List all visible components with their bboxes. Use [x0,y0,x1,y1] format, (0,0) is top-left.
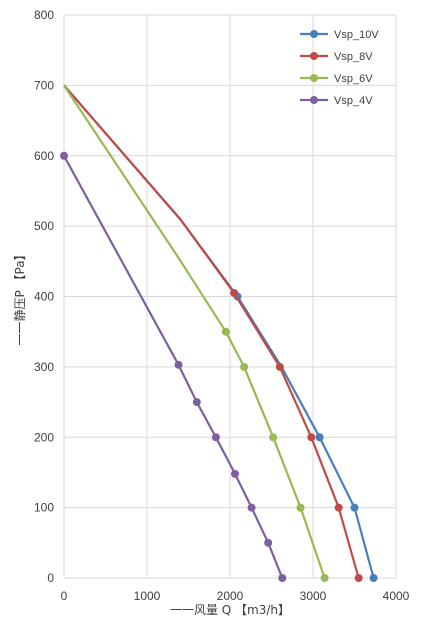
data-point [174,360,183,369]
data-point [192,398,201,407]
legend-label: Vsp_6V [334,73,373,85]
data-point [278,574,287,582]
series-vsp-8v [63,84,363,582]
legend-item: Vsp_10V [300,29,379,41]
y-tick-label: 500 [34,219,54,233]
x-tick-label: 4000 [383,589,410,603]
y-tick-label: 700 [34,78,54,92]
legend-item: Vsp_4V [300,95,373,107]
data-point [240,362,249,371]
y-axis-title: 一一静压P 【Pa】 [13,248,27,345]
y-axis-ticks: 0 100 200 300 400 500 600 700 800 [34,8,54,585]
legend-swatch-marker [310,96,318,104]
series-layer [60,84,378,582]
x-axis-title: 一一风量 Q 【m3/h】 [170,603,290,617]
y-tick-label: 400 [34,290,54,304]
series-line [63,155,284,579]
data-point [269,433,278,442]
data-point [369,574,378,582]
data-point [315,433,324,442]
x-tick-label: 3000 [300,589,327,603]
x-axis-ticks: 0 1000 2000 3000 4000 [61,589,410,603]
data-point [60,151,68,160]
data-point [211,433,220,442]
data-point [264,538,273,547]
data-point [334,503,343,512]
legend-label: Vsp_4V [334,95,373,107]
legend-item: Vsp_6V [300,73,373,85]
data-point [350,503,359,512]
y-tick-label: 300 [34,360,54,374]
series-vsp-4v [60,151,287,582]
x-tick-label: 1000 [134,589,161,603]
data-point [296,503,305,512]
legend-swatch-marker [310,30,318,38]
data-point [230,469,239,478]
data-point [320,574,329,582]
data-point [221,327,230,336]
legend: Vsp_10V Vsp_8V Vsp_6V Vsp_4V [300,29,379,107]
data-point [275,362,284,371]
data-point [247,503,256,512]
legend-swatch-marker [310,74,318,82]
x-tick-label: 2000 [217,589,244,603]
data-point [354,574,363,582]
y-tick-label: 0 [47,571,54,585]
y-tick-label: 200 [34,430,54,444]
y-tick-label: 100 [34,501,54,515]
legend-swatch-marker [310,52,318,60]
grid [63,14,397,579]
x-tick-label: 0 [61,589,68,603]
legend-item: Vsp_8V [300,51,373,63]
series-vsp-6v [63,84,329,582]
legend-label: Vsp_8V [334,51,373,63]
legend-label: Vsp_10V [334,29,379,41]
y-tick-label: 800 [34,8,54,22]
y-tick-label: 600 [34,149,54,163]
data-point [230,288,239,297]
data-point [307,433,316,442]
